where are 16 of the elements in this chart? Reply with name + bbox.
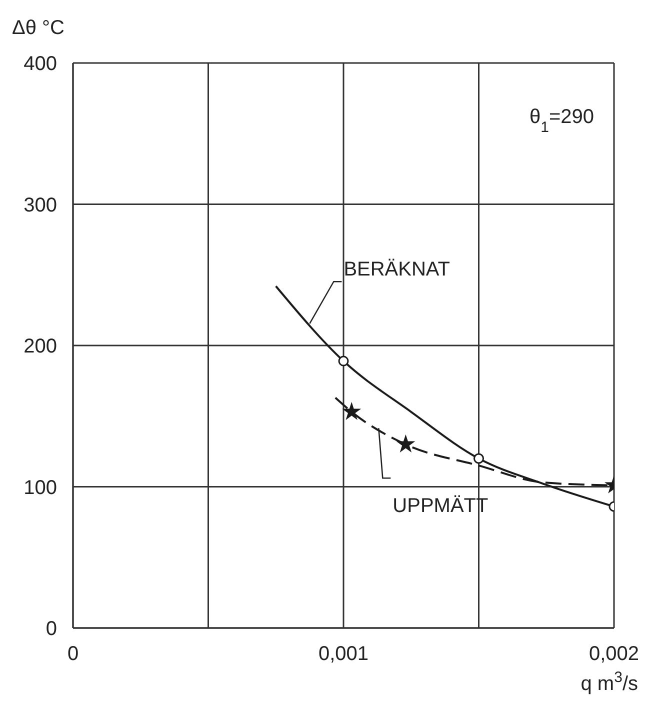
x-tick-label: 0 bbox=[67, 643, 79, 666]
x-tick-label: 0,001 bbox=[318, 643, 369, 666]
y-tick-label: 100 bbox=[24, 476, 57, 499]
y-tick-label: 0 bbox=[46, 618, 57, 640]
y-axis-title: Δθ °C bbox=[12, 17, 64, 39]
y-tick-label: 200 bbox=[24, 336, 57, 358]
y-tick-label: 300 bbox=[24, 194, 57, 216]
point bbox=[344, 404, 360, 419]
point bbox=[398, 436, 414, 452]
x-tick-label: 0,002 bbox=[588, 643, 640, 666]
annotation: θ$_{1}$=290 bbox=[529, 106, 594, 136]
text: BERÄKNAT bbox=[344, 258, 450, 281]
point bbox=[338, 356, 349, 366]
point bbox=[473, 453, 484, 464]
x-axis-title: q m$^{3}$/s bbox=[580, 668, 638, 695]
y-tick-label: 400 bbox=[24, 53, 57, 76]
